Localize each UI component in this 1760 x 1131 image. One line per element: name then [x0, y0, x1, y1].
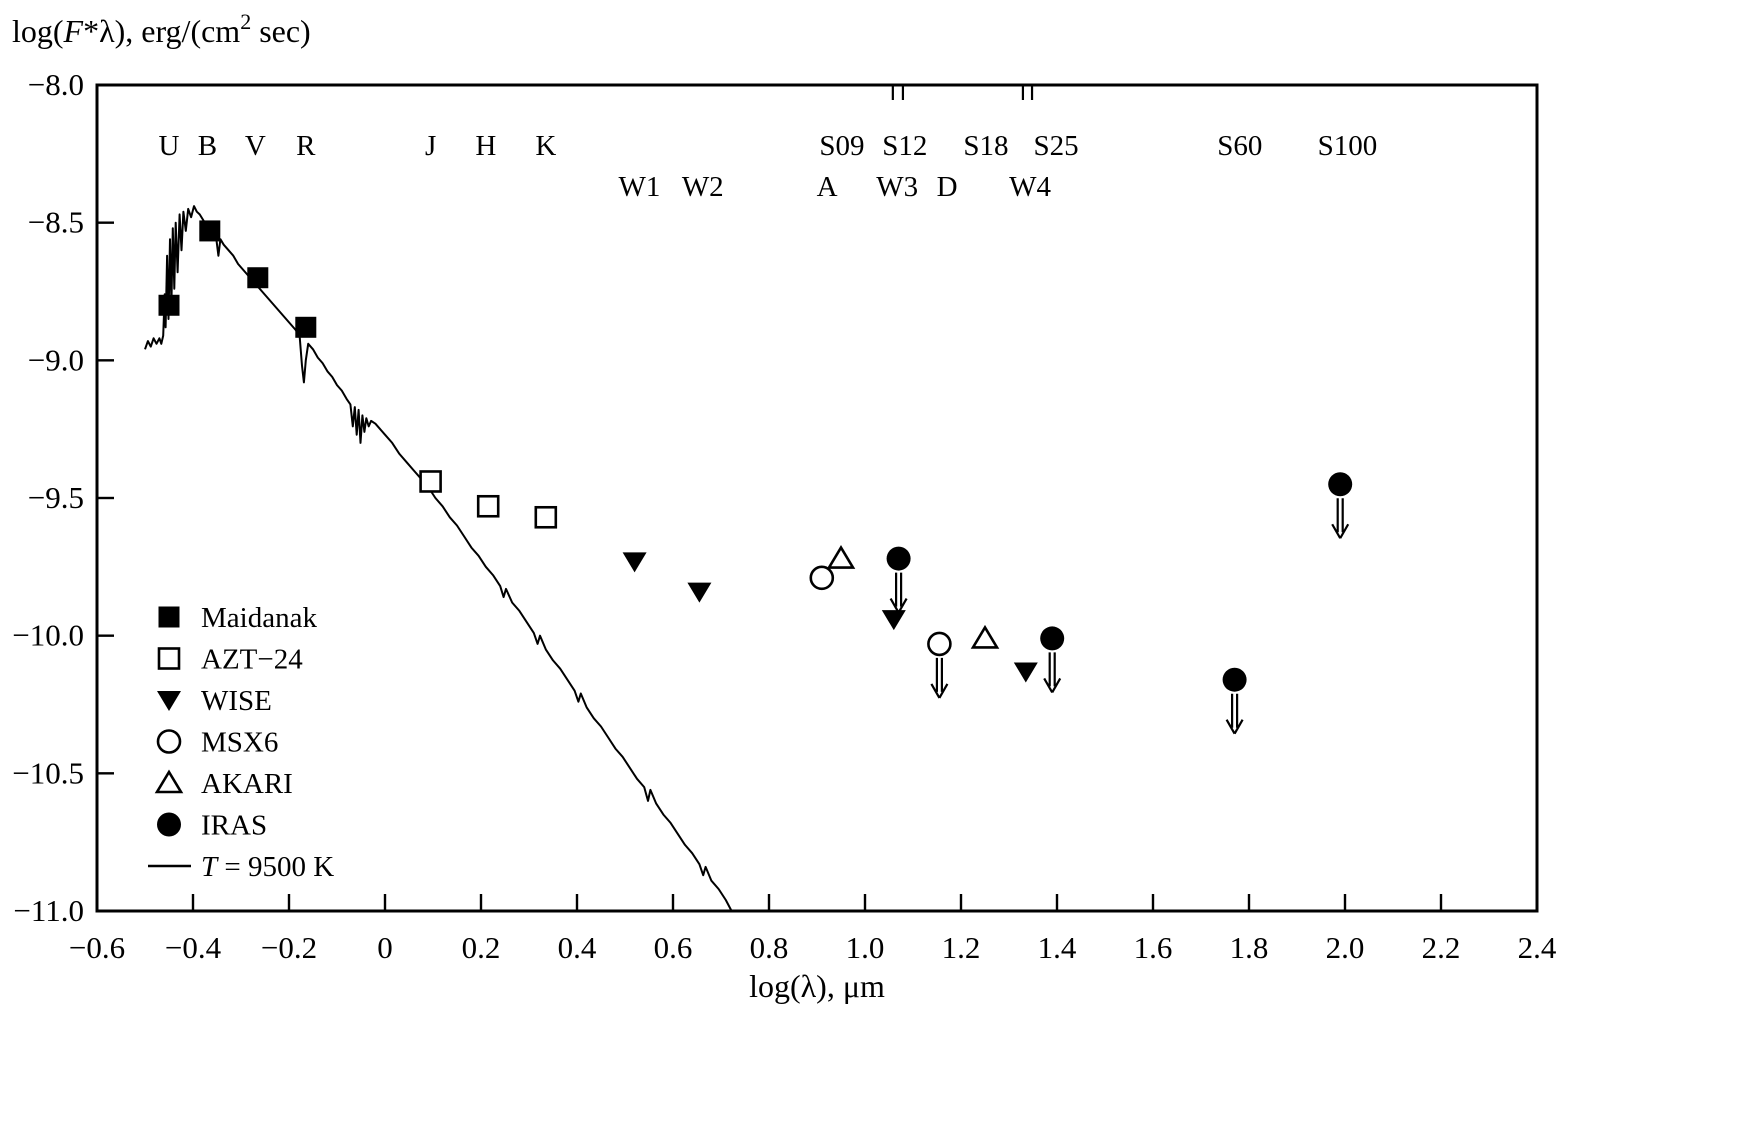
data-point-iras — [1040, 626, 1065, 651]
x-tick-label: −0.2 — [261, 930, 317, 965]
legend-label: AZT−24 — [201, 644, 303, 676]
legend-marker-filled-triangle-down — [157, 691, 181, 711]
upper-limit-arrow — [889, 572, 908, 614]
y-tick-label: −8.5 — [28, 205, 84, 240]
x-tick-label: 1.4 — [1038, 930, 1077, 965]
legend-label: MSX6 — [201, 727, 278, 759]
legend-marker-open-square — [157, 647, 181, 670]
data-point-maidanak — [158, 294, 180, 316]
data-point-iras — [1222, 667, 1247, 692]
x-tick-label: 1.2 — [942, 930, 981, 965]
data-point-wise — [687, 582, 712, 603]
x-tick-label: 2.0 — [1326, 930, 1365, 965]
x-tick-label: 1.8 — [1230, 930, 1269, 965]
model-curve — [144, 205, 733, 912]
data-point-akari — [970, 624, 1000, 649]
x-tick-label: 1.0 — [846, 930, 885, 965]
data-point-wise — [881, 610, 906, 631]
data-point-iras — [886, 546, 911, 571]
band-label: W2 — [682, 171, 724, 203]
x-tick-label: −0.6 — [69, 930, 125, 965]
x-tick-label: 0.2 — [462, 930, 501, 965]
x-tick-label: 2.4 — [1518, 930, 1557, 965]
band-label: S25 — [1033, 130, 1078, 162]
band-label: K — [535, 130, 556, 162]
band-label: S09 — [819, 130, 864, 162]
band-label: S18 — [963, 130, 1008, 162]
band-label: S12 — [882, 130, 927, 162]
y-axis-title: log(F*λ), erg/(cm2 sec) — [12, 9, 311, 49]
data-point-azt24 — [534, 505, 558, 529]
band-label: W4 — [1009, 171, 1051, 203]
data-point-azt24 — [419, 470, 442, 493]
x-tick-label: 1.6 — [1134, 930, 1173, 965]
band-label: S60 — [1217, 130, 1262, 162]
legend-label: T = 9500 K — [201, 851, 334, 883]
upper-limit-arrow — [1225, 693, 1244, 735]
band-label: H — [475, 130, 496, 162]
legend-marker-filled-circle — [157, 812, 181, 837]
x-tick-label: 0.4 — [558, 930, 597, 965]
legend-label: AKARI — [201, 768, 293, 800]
data-point-msx6 — [927, 631, 952, 657]
legend-marker-filled-square — [158, 606, 180, 628]
y-tick-label: −10.5 — [12, 755, 84, 790]
legend-marker-open-circle — [156, 729, 182, 754]
band-label: W3 — [876, 171, 918, 203]
x-tick-label: 0 — [377, 930, 393, 965]
legend-label: Maidanak — [201, 602, 317, 634]
data-point-wise — [622, 552, 647, 573]
legend-marker-open-triangle-up — [154, 769, 184, 794]
band-label: J — [425, 130, 436, 162]
upper-limit-arrow — [930, 657, 949, 699]
data-point-maidanak — [295, 316, 317, 338]
data-point-iras — [1328, 472, 1353, 497]
band-label: W1 — [618, 171, 660, 203]
band-label: R — [296, 130, 316, 162]
upper-limit-arrow — [1043, 652, 1062, 693]
band-label: V — [245, 130, 266, 162]
y-tick-label: −10.0 — [12, 618, 84, 653]
y-tick-label: −8.0 — [28, 67, 84, 102]
x-tick-label: −0.4 — [165, 930, 222, 965]
band-label: S100 — [1318, 130, 1378, 162]
x-tick-label: 0.6 — [654, 930, 693, 965]
data-point-maidanak — [199, 220, 221, 242]
data-point-msx6 — [809, 565, 835, 591]
data-point-azt24 — [476, 494, 500, 518]
band-label: A — [817, 171, 838, 203]
x-tick-label: 2.2 — [1422, 930, 1461, 965]
legend-label: IRAS — [201, 810, 267, 842]
band-label: U — [159, 130, 180, 162]
data-point-wise — [1013, 662, 1038, 683]
y-tick-label: −9.5 — [28, 480, 84, 515]
data-point-akari — [826, 545, 856, 569]
y-tick-label: −9.0 — [28, 342, 84, 377]
upper-limit-arrow — [1331, 498, 1350, 539]
band-label: B — [198, 130, 217, 162]
band-label: D — [937, 171, 958, 203]
x-axis-title: log(λ), μm — [749, 968, 885, 1004]
data-point-maidanak — [247, 267, 269, 289]
y-tick-label: −11.0 — [13, 893, 84, 928]
x-tick-label: 0.8 — [750, 930, 789, 965]
plot-frame — [95, 83, 1539, 913]
legend-label: WISE — [201, 685, 272, 717]
